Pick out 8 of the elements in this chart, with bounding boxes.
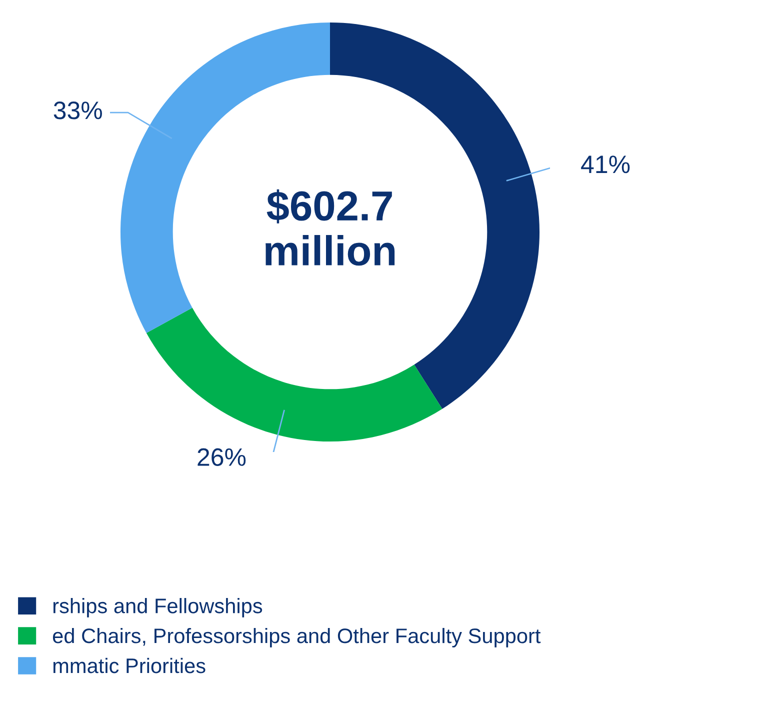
text: $602.7 million <box>266 189 395 266</box>
data-label: 26% <box>198 448 246 466</box>
data-label: 41% <box>581 156 630 174</box>
data-label: 33% <box>54 102 102 120</box>
legend-label: ed Chairs, Professorships and Other Faculty Support <box>52 628 541 648</box>
legend-label: mmatic Priorities <box>53 658 206 674</box>
legend-label: rships and Fellowships <box>53 598 262 618</box>
donut-slice <box>146 308 442 442</box>
